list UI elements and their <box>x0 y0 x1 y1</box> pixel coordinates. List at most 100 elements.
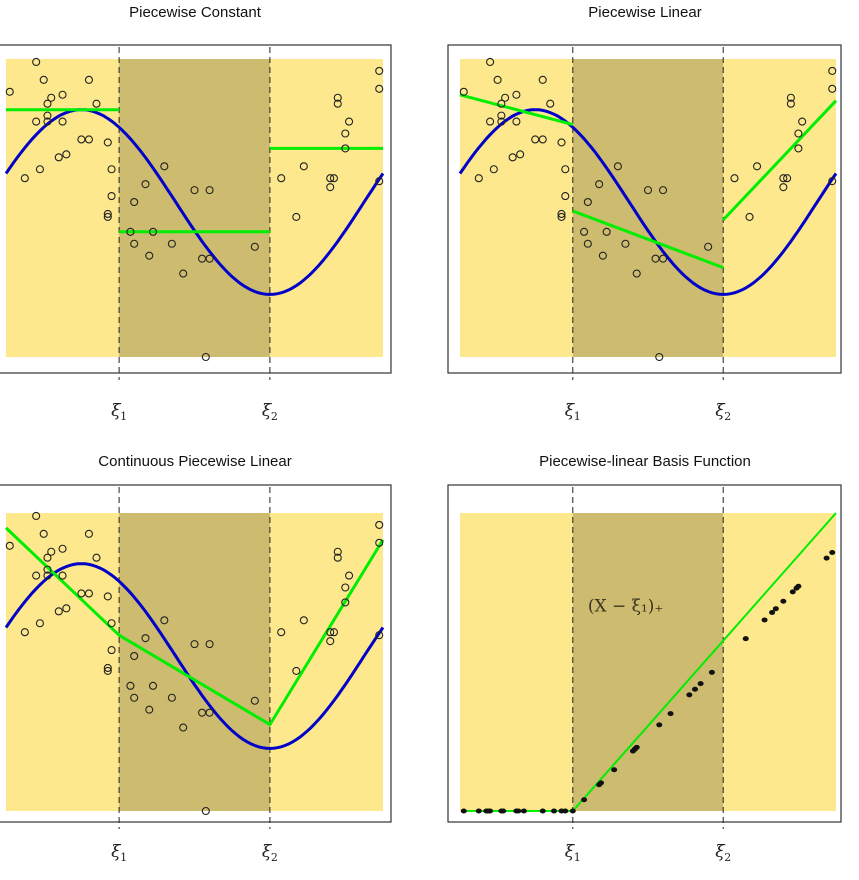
data-point <box>92 99 101 108</box>
knot-label-2: ξ <box>715 842 726 862</box>
basis-point <box>667 711 674 717</box>
data-point <box>145 705 154 714</box>
data-point <box>103 592 112 601</box>
data-point <box>786 99 795 108</box>
knot-label-2: ξ <box>262 401 273 421</box>
basis-point <box>551 808 557 814</box>
data-point <box>643 186 653 195</box>
plot-frame <box>0 44 392 374</box>
data-point <box>752 162 762 171</box>
data-point <box>655 352 664 362</box>
data-point <box>598 251 607 260</box>
data-point <box>54 153 63 162</box>
data-point <box>497 99 506 108</box>
data-point <box>160 616 169 625</box>
data-point <box>602 227 611 236</box>
data-point <box>501 93 510 102</box>
knot-label-1: ξ <box>565 401 576 421</box>
left-region <box>6 59 120 357</box>
basis-point <box>789 589 796 595</box>
data-point <box>651 254 660 263</box>
data-point <box>326 637 335 646</box>
data-point <box>292 666 301 675</box>
basis-point <box>562 808 569 814</box>
basis-annotation: (X − ξ₁)₊ <box>588 596 664 616</box>
data-point <box>35 619 44 628</box>
data-point <box>632 269 641 278</box>
data-point <box>326 174 335 183</box>
panel-title: Piecewise-linear Basis Function <box>539 453 751 470</box>
data-point <box>538 135 547 144</box>
data-point <box>512 117 521 126</box>
data-point <box>333 99 342 108</box>
data-point <box>333 553 342 562</box>
basis-point <box>460 808 467 814</box>
data-point <box>107 619 116 628</box>
plot-frame <box>447 44 842 374</box>
data-point <box>47 547 56 556</box>
basis-point <box>823 555 830 561</box>
data-point <box>486 117 495 126</box>
left-region <box>6 513 120 811</box>
middle-region <box>572 59 724 357</box>
data-point <box>43 565 52 574</box>
data-point <box>103 663 112 673</box>
data-point <box>561 192 570 201</box>
data-point <box>43 99 52 108</box>
data-point <box>201 806 210 816</box>
data-point <box>43 571 52 580</box>
data-point <box>557 138 566 147</box>
data-point <box>508 153 517 162</box>
basis-point <box>742 636 749 642</box>
data-point <box>580 227 589 236</box>
data-point <box>794 129 803 138</box>
data-point <box>103 212 112 221</box>
data-point <box>277 174 286 183</box>
data-point <box>103 209 112 219</box>
data-point <box>39 529 48 538</box>
data-point <box>141 180 150 189</box>
data-point <box>828 84 837 93</box>
data-point <box>333 93 342 102</box>
data-point <box>107 165 116 174</box>
data-point <box>20 628 29 637</box>
basis-point <box>487 808 494 814</box>
data-point <box>84 75 93 84</box>
left-region <box>460 513 573 811</box>
data-point <box>557 212 566 221</box>
left-region <box>460 59 573 357</box>
data-point <box>107 192 116 201</box>
data-point <box>179 269 188 278</box>
data-point <box>493 75 502 84</box>
data-point <box>92 553 101 562</box>
data-point <box>329 174 339 183</box>
data-point <box>497 111 506 120</box>
data-point <box>103 138 112 147</box>
data-point <box>277 628 286 637</box>
data-point <box>126 227 135 236</box>
knot-label-1: ξ <box>111 842 122 862</box>
data-point <box>205 640 214 649</box>
data-point <box>538 75 547 84</box>
data-point <box>130 239 139 248</box>
basis-point <box>769 609 776 615</box>
data-point <box>326 628 335 637</box>
basis-point <box>772 606 779 612</box>
knot-label-2: ξ <box>715 401 726 421</box>
right-region <box>269 513 383 811</box>
basis-point <box>780 598 787 604</box>
data-point <box>54 607 63 616</box>
data-point <box>299 162 308 171</box>
basis-point <box>708 669 715 675</box>
knot-label-sub-1: 1 <box>120 851 127 864</box>
data-point <box>786 93 795 102</box>
data-point <box>197 708 207 717</box>
basis-point <box>692 686 698 692</box>
middle-region <box>119 513 270 811</box>
data-point <box>130 197 139 207</box>
middle-region <box>572 513 724 811</box>
basis-point <box>761 617 768 623</box>
basis-point <box>569 808 576 814</box>
